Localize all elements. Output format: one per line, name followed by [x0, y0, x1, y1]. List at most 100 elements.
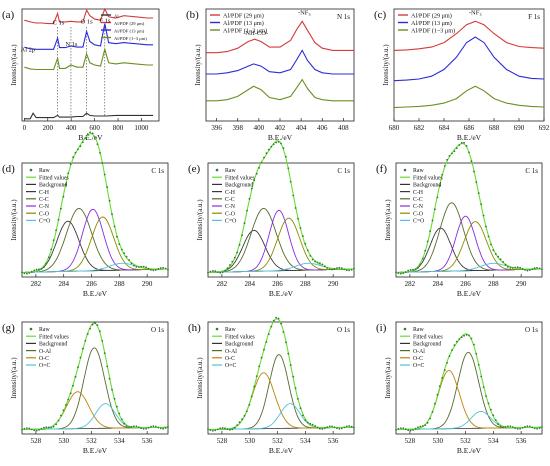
legend-marker	[403, 168, 407, 172]
plot-frame	[21, 8, 160, 122]
legend-label: C-C	[39, 197, 49, 203]
raw-point	[407, 429, 410, 432]
raw-point	[400, 272, 402, 275]
raw-point	[275, 316, 277, 319]
raw-point	[55, 229, 57, 232]
raw-point	[26, 427, 28, 429]
raw-point	[38, 429, 40, 431]
raw-point	[424, 424, 427, 426]
x-axis-label: B.E./eV	[78, 133, 103, 142]
raw-point	[353, 426, 355, 429]
raw-point	[297, 217, 299, 220]
raw-point	[306, 249, 309, 252]
raw-point	[226, 428, 229, 431]
raw-point	[40, 267, 43, 270]
panel-e: 282 284 286 288 290 B.E./eV Intensity/(a.u.) (e…	[188, 140, 355, 298]
raw-point	[159, 267, 162, 269]
raw-point	[21, 271, 23, 274]
raw-point	[263, 156, 265, 159]
raw-point	[294, 207, 297, 209]
panel-title: C 1s	[337, 167, 350, 175]
raw-point	[135, 425, 138, 428]
raw-point	[145, 266, 148, 269]
raw-point	[504, 426, 507, 428]
legend-marker	[29, 327, 33, 331]
raw-point	[62, 409, 65, 412]
x-tick-label: 288	[488, 280, 499, 288]
legend-label: Background	[39, 183, 67, 189]
raw-point	[490, 408, 492, 411]
raw-point	[494, 253, 497, 255]
raw-point	[331, 425, 333, 428]
raw-point	[108, 377, 111, 380]
raw-point	[219, 427, 222, 430]
raw-point	[443, 369, 446, 372]
y-axis-label: Intensity/(a.u.)	[196, 199, 204, 241]
x-tick-label: 282	[217, 280, 228, 288]
x-tick-label: 284	[244, 280, 255, 288]
raw-point	[106, 365, 109, 368]
peak-annotation: -NF₃	[469, 10, 482, 17]
raw-point	[43, 426, 45, 429]
raw-point	[453, 150, 456, 153]
legend-label: Fitted values	[225, 334, 256, 340]
series-line	[206, 78, 354, 102]
panel-d: 282 284 286 288 290 B.E./eV Intensity/(a.u.) (d…	[2, 131, 169, 298]
x-tick-label: 288	[300, 280, 311, 288]
raw-point	[35, 268, 38, 271]
raw-point	[446, 158, 448, 161]
raw-point	[128, 426, 131, 428]
raw-point	[159, 427, 162, 430]
raw-point	[397, 427, 400, 430]
raw-point	[33, 269, 36, 272]
raw-point	[238, 244, 241, 246]
x-axis-label: B.E./eV	[269, 289, 294, 298]
raw-point	[536, 427, 538, 430]
raw-point	[280, 142, 282, 145]
raw-point	[316, 261, 319, 264]
raw-point	[477, 192, 480, 195]
raw-point	[441, 377, 444, 379]
raw-point	[272, 319, 275, 322]
raw-point	[167, 268, 169, 271]
raw-point	[265, 152, 268, 155]
legend-label: Background	[225, 183, 253, 189]
raw-point	[28, 272, 31, 274]
raw-point	[79, 145, 82, 148]
raw-point	[123, 252, 126, 255]
raw-point	[233, 426, 236, 429]
raw-point	[404, 428, 407, 431]
plot-frame	[21, 321, 169, 435]
raw-point	[328, 425, 331, 428]
legend-label: Background	[413, 183, 441, 189]
raw-point	[103, 173, 106, 176]
raw-point	[533, 267, 536, 269]
raw-point	[137, 266, 140, 268]
x-tick-label: 686	[464, 124, 475, 132]
legend-label: Fitted values	[39, 334, 70, 340]
raw-point	[443, 165, 446, 167]
legend-label: C-O	[225, 211, 235, 217]
raw-point	[135, 266, 138, 268]
raw-point	[323, 427, 326, 430]
raw-point	[477, 364, 480, 366]
legend-label: Al/PDF (1~3 μm)	[114, 36, 147, 41]
raw-point	[350, 425, 353, 428]
raw-point	[541, 268, 543, 271]
raw-point	[431, 219, 434, 222]
raw-point	[154, 425, 157, 428]
panel-f: 282 284 286 288 290 B.E./eV Intensity/(a.u.) (f…	[376, 141, 543, 298]
raw-point	[96, 324, 99, 326]
legend-label: C-O	[413, 211, 423, 217]
x-axis-label: B.E./eV	[457, 446, 482, 455]
legend-label: Raw	[39, 168, 50, 174]
raw-point	[214, 270, 217, 273]
raw-point	[152, 425, 155, 428]
raw-point	[453, 344, 456, 346]
raw-point	[473, 170, 475, 173]
legend-label: O-Al	[225, 349, 237, 355]
raw-point	[436, 196, 439, 199]
raw-point	[314, 425, 316, 427]
x-tick-label: 536	[516, 437, 527, 445]
